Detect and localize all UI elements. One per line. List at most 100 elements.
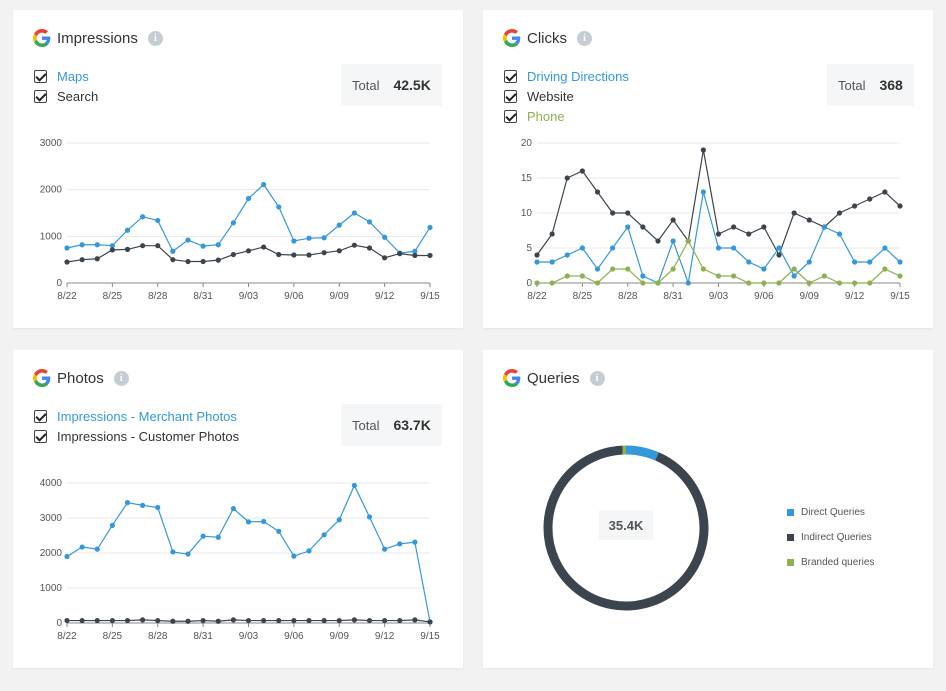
- queries-header: Queries i: [503, 369, 605, 387]
- checkbox-checked-icon[interactable]: [504, 110, 517, 123]
- checkbox-checked-icon[interactable]: [34, 430, 47, 443]
- data-point: [64, 618, 69, 623]
- clicks-header: Clicks i: [503, 29, 592, 47]
- checkbox-checked-icon[interactable]: [34, 410, 47, 423]
- photos-header: Photos i: [33, 369, 129, 387]
- legend-swatch: [787, 534, 794, 541]
- x-tick-label: 9/03: [239, 631, 259, 642]
- legend-label: Impressions - Customer Photos: [57, 429, 239, 444]
- data-point: [671, 238, 676, 243]
- legend-item-indirect-queries[interactable]: Indirect Queries: [787, 525, 874, 550]
- data-point: [792, 266, 797, 271]
- data-point: [322, 250, 327, 255]
- data-point: [580, 273, 585, 278]
- x-tick-label: 9/12: [375, 291, 395, 302]
- x-tick-label: 8/22: [57, 291, 77, 302]
- data-point: [761, 224, 766, 229]
- data-point: [276, 204, 281, 209]
- data-point: [822, 224, 827, 229]
- checkbox-checked-icon[interactable]: [504, 70, 517, 83]
- legend-item-website[interactable]: Website: [504, 86, 629, 106]
- data-point: [731, 224, 736, 229]
- impressions-line-chart: 0 1000 2000 3000 8/22 8/25 8/28 8/31 9/03 9/06 9/0…: [13, 130, 463, 320]
- legend-swatch: [787, 559, 794, 566]
- donut-slice: [626, 450, 657, 456]
- legend-label: Maps: [57, 69, 89, 84]
- data-point: [550, 231, 555, 236]
- legend-swatch: [787, 509, 794, 516]
- x-tick-label: 8/31: [193, 291, 213, 302]
- data-point: [261, 244, 266, 249]
- data-point: [306, 618, 311, 623]
- data-point: [701, 147, 706, 152]
- queries-legend: Direct Queries Indirect Queries Branded …: [787, 500, 874, 575]
- x-tick-label: 9/12: [375, 631, 395, 642]
- data-point: [550, 259, 555, 264]
- legend-item-direct-queries[interactable]: Direct Queries: [787, 500, 874, 525]
- legend-item-phone[interactable]: Phone: [504, 106, 629, 126]
- data-point: [140, 503, 145, 508]
- data-point: [610, 266, 615, 271]
- data-point: [822, 273, 827, 278]
- data-point: [110, 523, 115, 528]
- series-line: [67, 485, 430, 622]
- x-tick-label: 8/25: [103, 291, 123, 302]
- x-tick-label: 9/09: [330, 631, 350, 642]
- data-point: [534, 280, 539, 285]
- data-point: [125, 247, 130, 252]
- y-tick-label: 2000: [40, 548, 63, 559]
- data-point: [352, 617, 357, 622]
- data-point: [595, 280, 600, 285]
- y-tick-label: 4000: [40, 478, 63, 489]
- data-point: [701, 189, 706, 194]
- data-point: [625, 224, 630, 229]
- y-tick-label: 0: [56, 278, 62, 289]
- google-icon: [33, 29, 51, 47]
- x-tick-label: 9/06: [284, 631, 304, 642]
- checkbox-checked-icon[interactable]: [34, 90, 47, 103]
- legend-item-search[interactable]: Search: [34, 86, 98, 106]
- data-point: [565, 252, 570, 257]
- data-point: [412, 617, 417, 622]
- total-label: Total: [838, 78, 865, 93]
- legend-label: Indirect Queries: [801, 532, 872, 543]
- data-point: [125, 228, 130, 233]
- data-point: [322, 235, 327, 240]
- data-point: [686, 280, 691, 285]
- x-tick-label: 9/15: [420, 291, 440, 302]
- data-point: [686, 238, 691, 243]
- data-point: [322, 532, 327, 537]
- data-point: [367, 219, 372, 224]
- legend-item-branded-queries[interactable]: Branded queries: [787, 550, 874, 575]
- data-point: [261, 182, 266, 187]
- data-point: [867, 196, 872, 201]
- data-point: [897, 273, 902, 278]
- data-point: [671, 266, 676, 271]
- data-point: [565, 273, 570, 278]
- data-point: [565, 175, 570, 180]
- legend-item-customer-photos[interactable]: Impressions - Customer Photos: [34, 426, 239, 446]
- legend-label: Branded queries: [801, 557, 874, 568]
- data-point: [216, 619, 221, 624]
- data-point: [291, 618, 296, 623]
- queries-donut-chart: 35.4K: [533, 435, 719, 621]
- x-tick-label: 8/25: [103, 631, 123, 642]
- info-icon[interactable]: i: [114, 371, 129, 386]
- info-icon[interactable]: i: [590, 371, 605, 386]
- legend-item-merchant-photos[interactable]: Impressions - Merchant Photos: [34, 406, 239, 426]
- google-icon: [33, 369, 51, 387]
- info-icon[interactable]: i: [577, 31, 592, 46]
- checkbox-checked-icon[interactable]: [504, 90, 517, 103]
- data-point: [640, 273, 645, 278]
- data-point: [610, 210, 615, 215]
- legend-item-driving-directions[interactable]: Driving Directions: [504, 66, 629, 86]
- x-tick-label: 9/06: [284, 291, 304, 302]
- queries-title: Queries: [527, 370, 580, 387]
- x-tick-label: 8/31: [663, 291, 683, 302]
- info-icon[interactable]: i: [148, 31, 163, 46]
- data-point: [261, 618, 266, 623]
- legend-item-maps[interactable]: Maps: [34, 66, 98, 86]
- checkbox-checked-icon[interactable]: [34, 70, 47, 83]
- data-point: [610, 245, 615, 250]
- data-point: [852, 203, 857, 208]
